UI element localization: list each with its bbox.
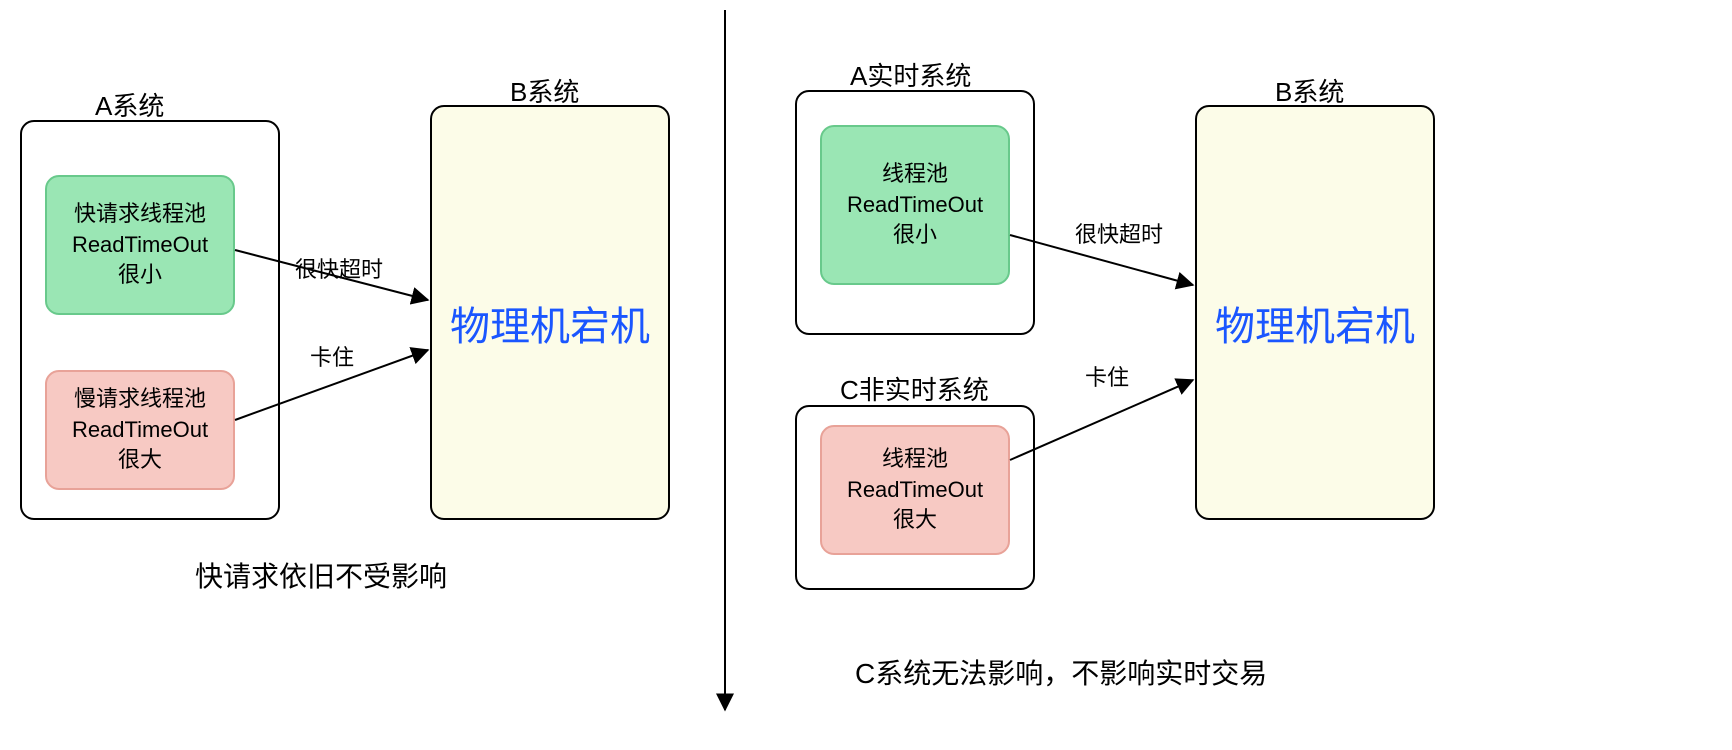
left-edge2-label: 卡住 <box>310 340 354 372</box>
right-edge2-arrow <box>1010 380 1193 460</box>
right-c-title: C非实时系统 <box>840 370 989 407</box>
left-b-system-box: 物理机宕机 <box>430 105 670 520</box>
diagram-canvas: A系统 快请求线程池 ReadTimeOut 很小 慢请求线程池 ReadTim… <box>0 0 1732 750</box>
right-edge1-label: 很快超时 <box>1075 217 1163 249</box>
right-b-system-box: 物理机宕机 <box>1195 105 1435 520</box>
left-pink-line3: 很大 <box>118 445 162 476</box>
left-green-line3: 很小 <box>118 260 162 291</box>
right-edge2-label: 卡住 <box>1085 360 1129 392</box>
right-pink-line1: 线程池 <box>882 444 948 475</box>
left-green-line1: 快请求线程池 <box>74 199 206 230</box>
right-green-line3: 很小 <box>893 220 937 251</box>
right-a-title: A实时系统 <box>850 56 971 93</box>
left-green-pool-box: 快请求线程池 ReadTimeOut 很小 <box>45 175 235 315</box>
left-pink-line2: ReadTimeOut <box>72 415 208 446</box>
right-pink-line3: 很大 <box>893 505 937 536</box>
left-a-title: A系统 <box>95 86 164 123</box>
right-pink-pool-box: 线程池 ReadTimeOut 很大 <box>820 425 1010 555</box>
right-b-title: B系统 <box>1275 72 1344 109</box>
left-b-text: 物理机宕机 <box>432 294 668 352</box>
right-green-line1: 线程池 <box>882 159 948 190</box>
left-caption: 快请求依旧不受影响 <box>195 555 447 595</box>
right-caption: C系统无法影响，不影响实时交易 <box>855 652 1267 692</box>
left-pink-pool-box: 慢请求线程池 ReadTimeOut 很大 <box>45 370 235 490</box>
left-pink-line1: 慢请求线程池 <box>74 384 206 415</box>
right-green-pool-box: 线程池 ReadTimeOut 很小 <box>820 125 1010 285</box>
left-edge1-label: 很快超时 <box>295 252 383 284</box>
right-pink-line2: ReadTimeOut <box>847 475 983 506</box>
left-green-line2: ReadTimeOut <box>72 230 208 261</box>
right-green-line2: ReadTimeOut <box>847 190 983 221</box>
left-b-title: B系统 <box>510 72 579 109</box>
right-b-text: 物理机宕机 <box>1197 294 1433 352</box>
